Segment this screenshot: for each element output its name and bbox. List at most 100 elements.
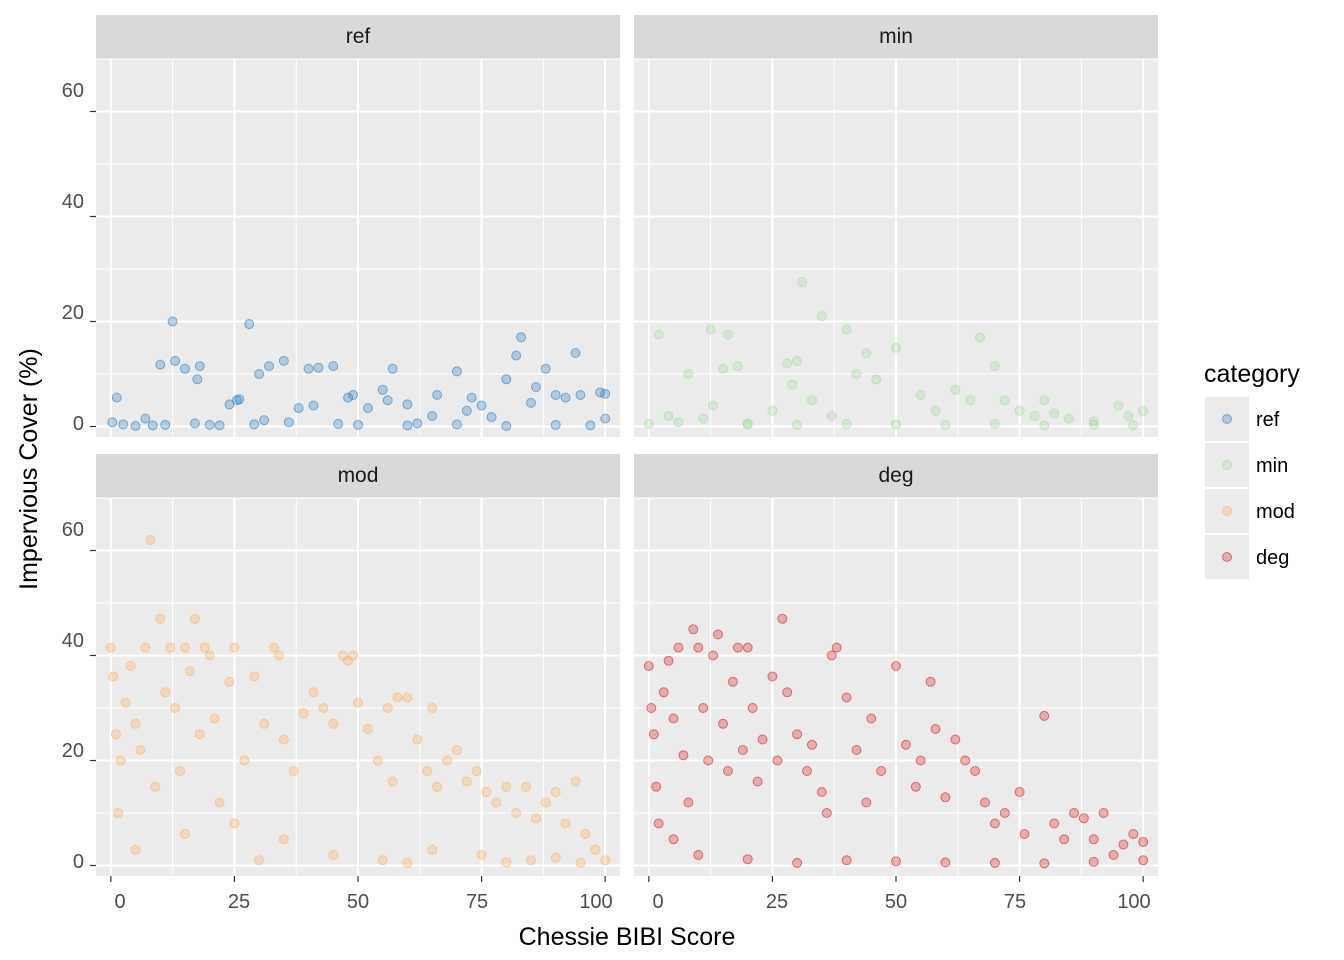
point-deg	[940, 792, 951, 803]
point-ref	[107, 417, 118, 428]
x-tick-label-right-50: 50	[885, 891, 907, 913]
point-mod	[308, 687, 319, 698]
point-deg	[999, 808, 1010, 818]
y-axis-title: Impervious Cover (%)	[15, 348, 43, 590]
point-deg	[772, 755, 783, 766]
point-min	[797, 277, 808, 288]
point-min	[861, 348, 872, 358]
point-mod	[451, 745, 462, 755]
point-ref	[204, 419, 215, 430]
point-ref	[308, 400, 319, 411]
point-ref	[382, 395, 393, 406]
x-tick-label-right-25: 25	[766, 891, 788, 913]
point-ref	[328, 361, 339, 372]
point-ref	[575, 390, 586, 400]
point-mod	[590, 844, 601, 855]
point-deg	[1078, 813, 1089, 824]
point-mod	[130, 844, 141, 855]
point-min	[1039, 395, 1050, 406]
point-min	[1049, 408, 1060, 419]
point-ref	[293, 403, 304, 414]
point-min	[1064, 413, 1074, 424]
point-mod	[511, 808, 522, 818]
point-min	[841, 418, 852, 429]
point-min	[989, 361, 1000, 372]
point-ref	[402, 399, 413, 410]
point-min	[1014, 405, 1025, 416]
point-min	[1039, 420, 1050, 431]
point-deg	[1049, 818, 1060, 829]
point-deg	[1128, 829, 1139, 839]
point-deg	[861, 797, 872, 808]
point-deg	[678, 750, 689, 761]
legend-key-deg	[1205, 535, 1249, 579]
point-deg	[683, 797, 694, 808]
point-deg	[1014, 787, 1025, 797]
point-mod	[115, 755, 126, 766]
point-mod	[402, 692, 413, 703]
y-tick-label-top-0: 0	[73, 413, 84, 435]
legend-swatch-min	[1222, 460, 1232, 470]
point-ref	[531, 382, 541, 393]
point-mod	[110, 729, 121, 740]
point-deg	[891, 856, 901, 867]
point-mod	[427, 844, 438, 855]
point-ref	[570, 348, 581, 358]
point-deg	[673, 642, 684, 653]
point-ref	[600, 388, 611, 399]
point-min	[851, 369, 862, 379]
point-ref	[501, 374, 512, 385]
point-mod	[130, 718, 141, 729]
point-min	[673, 417, 684, 428]
point-ref	[234, 394, 245, 405]
point-min	[698, 413, 709, 424]
legend-swatch-deg	[1222, 552, 1232, 562]
point-mod	[560, 818, 571, 829]
point-mod	[278, 834, 289, 845]
point-deg	[826, 650, 837, 661]
point-mod	[461, 776, 472, 787]
point-mod	[377, 855, 388, 866]
point-min	[643, 418, 654, 429]
point-deg	[1039, 710, 1050, 721]
point-mod	[184, 666, 195, 677]
point-mod	[600, 855, 611, 866]
point-ref	[432, 390, 443, 400]
facet-strip-min	[634, 15, 1158, 59]
point-mod	[194, 729, 205, 740]
y-tick-label-top-60: 60	[62, 80, 84, 102]
point-ref	[516, 332, 527, 343]
point-mod	[442, 755, 452, 766]
point-mod	[402, 857, 413, 868]
legend-key-ref	[1205, 397, 1249, 441]
legend-label-min: min	[1256, 455, 1288, 477]
facet-strip-deg	[634, 454, 1158, 498]
point-deg	[1138, 855, 1149, 866]
point-ref	[526, 397, 536, 408]
point-deg	[915, 755, 926, 766]
point-deg	[752, 776, 763, 787]
panel-ref	[90, 58, 620, 437]
x-tick-label-right-75: 75	[1004, 891, 1026, 913]
x-axis-title: Chessie BIBI Score	[519, 923, 736, 951]
point-mod	[259, 718, 270, 729]
point-min	[841, 324, 852, 335]
point-mod	[422, 766, 433, 776]
point-min	[891, 419, 901, 430]
facet-label-ref: ref	[346, 25, 371, 48]
legend-swatch-ref	[1222, 414, 1232, 424]
legend-label-mod: mod	[1256, 501, 1295, 523]
point-deg	[1039, 858, 1050, 869]
point-ref	[283, 417, 294, 428]
point-mod	[343, 655, 354, 666]
point-mod	[550, 852, 561, 863]
point-mod	[108, 671, 119, 682]
point-deg	[980, 797, 990, 808]
point-deg	[960, 755, 971, 766]
point-ref	[111, 392, 122, 403]
point-mod	[382, 703, 393, 713]
point-mod	[160, 687, 171, 698]
point-min	[1113, 400, 1124, 411]
legend-key-min	[1205, 443, 1249, 487]
